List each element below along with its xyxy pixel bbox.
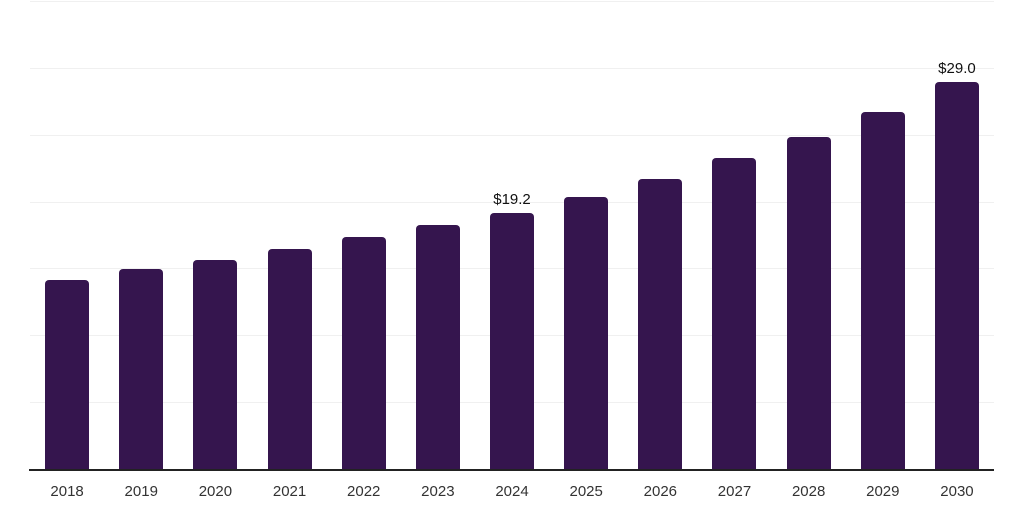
bar-slot-2019 xyxy=(104,2,178,470)
x-tick-label-2019: 2019 xyxy=(124,483,158,500)
bar-slot-2025 xyxy=(549,2,623,470)
bar-value-label-2030: $29.0 xyxy=(938,60,976,78)
bar-value-label-2024: $19.2 xyxy=(493,191,531,209)
x-tick-label-2028: 2028 xyxy=(791,483,826,500)
x-tick-label-2024: 2024 xyxy=(495,483,529,500)
bar-2027 xyxy=(712,158,757,470)
x-axis-tick-labels: 2018 2019 2020 2021 2022 2023 2024 2025 2026 2027… xyxy=(30,483,994,501)
bar-2024 xyxy=(490,213,535,470)
x-tick-label-2022: 2022 xyxy=(347,483,381,500)
bar-slot-2022 xyxy=(327,2,401,470)
bar-slot-2029 xyxy=(846,2,920,470)
bar-2030 xyxy=(934,82,979,470)
bars-area: $19.2 $29.0 xyxy=(30,2,994,470)
bar-2029 xyxy=(860,111,905,470)
bar-2020 xyxy=(193,260,238,470)
x-tick-label-2018: 2018 xyxy=(50,483,84,500)
x-tick-label-2021: 2021 xyxy=(272,483,307,500)
bar-slot-2028 xyxy=(772,2,846,470)
gridline xyxy=(30,67,994,69)
x-tick-label-2025: 2025 xyxy=(569,483,603,500)
bar-2026 xyxy=(638,178,683,470)
x-tick-label-2030: 2030 xyxy=(940,483,974,500)
bar-slot-2021 xyxy=(252,2,326,470)
bar-2021 xyxy=(267,249,312,470)
bar-slot-2023 xyxy=(401,2,475,470)
bar-2025 xyxy=(564,197,609,470)
bar-2023 xyxy=(415,225,460,470)
bar-slot-2020 xyxy=(178,2,252,470)
bar-slot-2026 xyxy=(623,2,697,470)
gridline xyxy=(30,201,994,203)
x-tick-label-2023: 2023 xyxy=(421,483,455,500)
bar-2028 xyxy=(786,137,831,470)
bar-2022 xyxy=(341,237,386,470)
bar-slot-2024: $19.2 xyxy=(475,2,549,470)
bar-slot-2030: $29.0 xyxy=(920,2,994,470)
bar-2018 xyxy=(45,280,90,470)
gridline xyxy=(30,134,994,136)
bar-slot-2018 xyxy=(30,2,104,470)
x-tick-label-2026: 2026 xyxy=(643,483,678,500)
gridline xyxy=(30,1,994,2)
x-axis-line xyxy=(29,469,994,471)
bar-slot-2027 xyxy=(697,2,771,470)
x-tick-label-2020: 2020 xyxy=(198,483,233,500)
x-tick-label-2027: 2027 xyxy=(717,483,752,500)
x-tick-label-2029: 2029 xyxy=(866,483,900,500)
bar-2019 xyxy=(119,269,164,470)
